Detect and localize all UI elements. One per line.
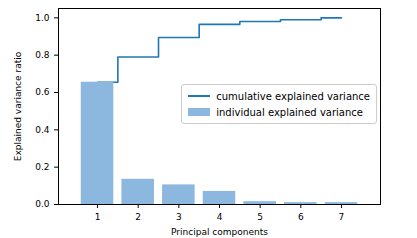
svg-text:0.6: 0.6: [35, 87, 50, 97]
svg-text:2: 2: [135, 212, 141, 222]
svg-text:3: 3: [176, 212, 182, 222]
svg-text:6: 6: [298, 212, 304, 222]
svg-text:1.0: 1.0: [35, 13, 50, 23]
html-text:individual explained variance: individual explained variance: [216, 106, 363, 118]
svg-text:Explained variance ratio: Explained variance ratio: [13, 51, 23, 161]
svg-text:5: 5: [257, 212, 263, 222]
svg-text:0.0: 0.0: [35, 199, 50, 209]
html-text:cumulative explained variance: cumulative explained variance: [216, 90, 370, 102]
svg-text:Principal components: Principal components: [171, 227, 268, 237]
svg-text:7: 7: [339, 212, 345, 222]
svg-text:4: 4: [217, 212, 223, 222]
svg-text:0.4: 0.4: [35, 125, 50, 135]
svg-text:0.2: 0.2: [35, 162, 49, 172]
svg-text:0.8: 0.8: [35, 50, 50, 60]
svg-text:1: 1: [95, 212, 101, 222]
